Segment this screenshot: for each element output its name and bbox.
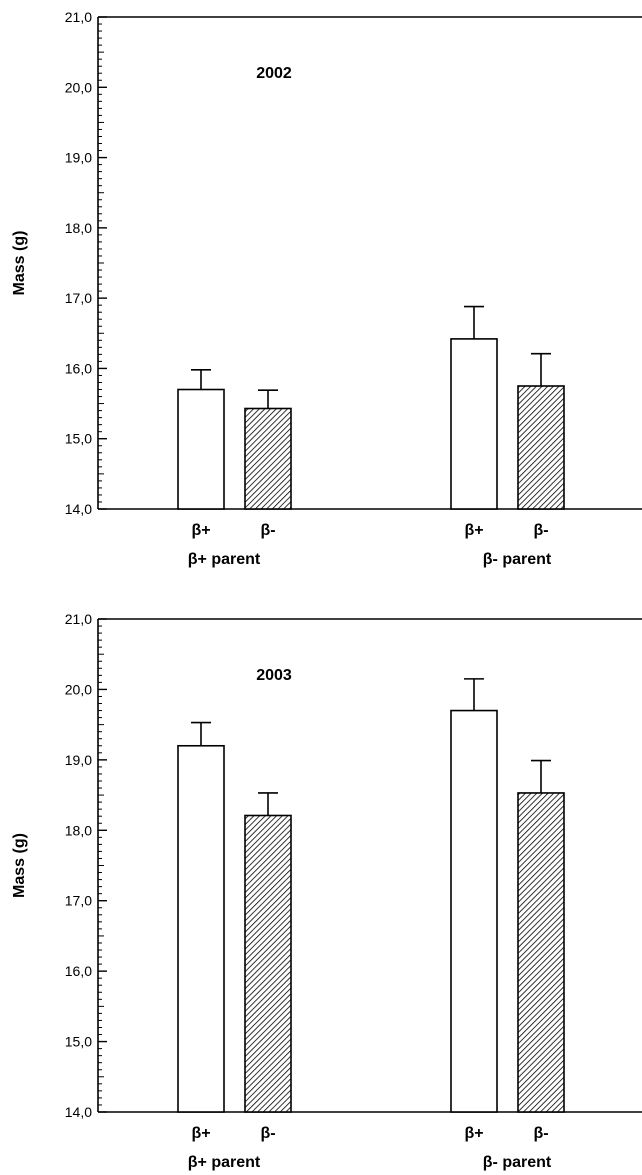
y-tick-label: 18,0	[65, 220, 92, 236]
y-tick-label: 15,0	[65, 1034, 92, 1050]
bar-category-label: β+	[191, 522, 210, 539]
y-axis-label: Mass (g)	[11, 833, 28, 898]
bar-hatched	[244, 407, 292, 510]
bar-open	[450, 709, 498, 1113]
y-tick-label: 14,0	[65, 501, 92, 517]
bar-hatched	[244, 814, 292, 1113]
bar-category-label: β-	[533, 522, 548, 539]
bar-open	[177, 744, 225, 1113]
group-label: β+ parent	[188, 1154, 261, 1171]
y-tick-label: 19,0	[65, 752, 92, 768]
bar-category-label: β-	[260, 522, 275, 539]
panel-title: 2003	[256, 667, 292, 684]
y-tick-label: 21,0	[65, 611, 92, 627]
y-tick-label: 16,0	[65, 963, 92, 979]
bar-hatched	[517, 385, 565, 510]
y-tick-label: 20,0	[65, 681, 92, 697]
y-tick-label: 14,0	[65, 1104, 92, 1120]
bar-category-label: β-	[533, 1125, 548, 1142]
y-tick-label: 15,0	[65, 431, 92, 447]
y-tick-label: 20,0	[65, 79, 92, 95]
bar-hatched	[517, 792, 565, 1113]
y-tick-label: 21,0	[65, 9, 92, 25]
y-tick-label: 19,0	[65, 150, 92, 166]
y-tick-label: 18,0	[65, 822, 92, 838]
bar-category-label: β+	[191, 1125, 210, 1142]
bar-open	[450, 338, 498, 510]
group-label: β+ parent	[188, 551, 261, 568]
y-axis-label: Mass (g)	[11, 231, 28, 296]
bar-category-label: β+	[464, 1125, 483, 1142]
bar-open	[177, 388, 225, 510]
chart-2003: 14,0 15,0 16,0 17,0 18,0 19,0 20,0 21,0 Mass (g)…	[11, 611, 642, 1171]
y-tick-label: 16,0	[65, 360, 92, 376]
chart-2002: 14,0 15,0 16,0 17,0 18,0 19,0 20,0 21,0 Mass (g)…	[11, 9, 642, 568]
y-tick-label: 17,0	[65, 290, 92, 306]
group-label: β- parent	[483, 551, 552, 568]
y-tick-label: 17,0	[65, 893, 92, 909]
bar-category-label: β-	[260, 1125, 275, 1142]
group-label: β- parent	[483, 1154, 552, 1171]
bar-category-label: β+	[464, 522, 483, 539]
panel-title: 2002	[256, 65, 292, 82]
